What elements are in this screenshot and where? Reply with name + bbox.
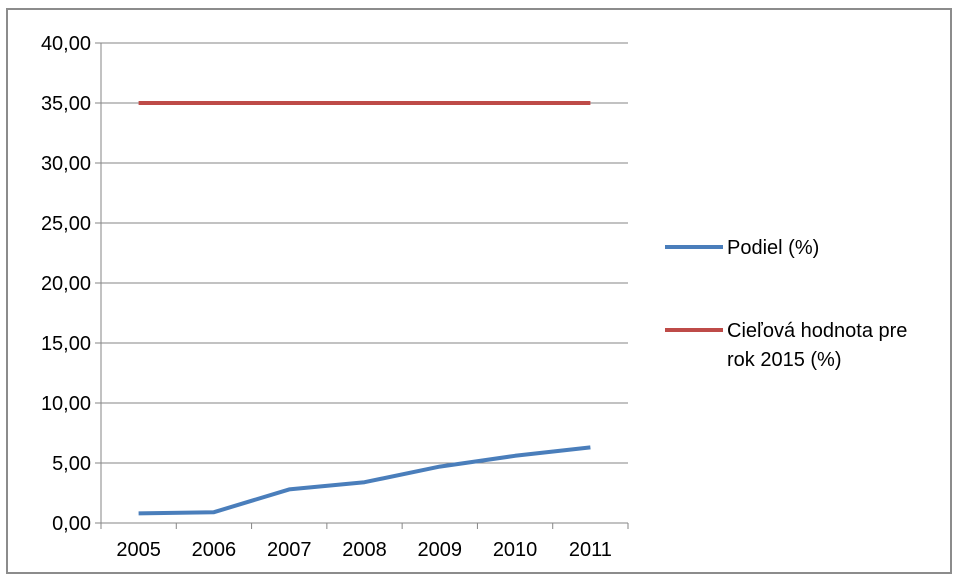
legend-label: Cieľová hodnota pre rok 2015 (%): [727, 320, 907, 371]
legend-label: Podiel (%): [727, 237, 819, 259]
x-tick-label: 2010: [493, 539, 538, 561]
y-tick-label: 40,00: [41, 33, 91, 55]
y-tick-label: 10,00: [41, 393, 91, 415]
x-tick-labels: 2005 2006 2007 2008 2009 2010 2011: [116, 539, 611, 561]
line-chart: 0,00 5,00 10,00 15,00 20,00 25,00 30,00 35,00 40…: [41, 33, 907, 561]
x-tick-label: 2011: [569, 539, 612, 561]
y-tick-label: 35,00: [41, 93, 91, 115]
legend: Podiel (%) Cieľová hodnota pre rok 2015 (%…: [665, 237, 907, 371]
x-tick-label: 2007: [267, 539, 312, 561]
x-tick-label: 2009: [418, 539, 463, 561]
series-lines: [138, 101, 591, 516]
y-tick-label: 0,00: [52, 513, 91, 535]
y-tick-label: 15,00: [41, 333, 91, 355]
x-tick-label: 2005: [116, 539, 161, 561]
axes: [95, 42, 629, 529]
y-tick-label: 20,00: [41, 273, 91, 295]
x-tick-label: 2008: [342, 539, 387, 561]
y-tick-label: 5,00: [52, 453, 91, 475]
chart-frame: 0,00 5,00 10,00 15,00 20,00 25,00 30,00 35,00 40…: [6, 8, 952, 574]
y-tick-label: 25,00: [41, 213, 91, 235]
y-tick-labels: 0,00 5,00 10,00 15,00 20,00 25,00 30,00 35,00 40…: [41, 33, 91, 535]
y-tick-label: 30,00: [41, 153, 91, 175]
gridlines: [101, 42, 628, 464]
x-tick-label: 2006: [192, 539, 237, 561]
series-line-1: [138, 445, 591, 516]
